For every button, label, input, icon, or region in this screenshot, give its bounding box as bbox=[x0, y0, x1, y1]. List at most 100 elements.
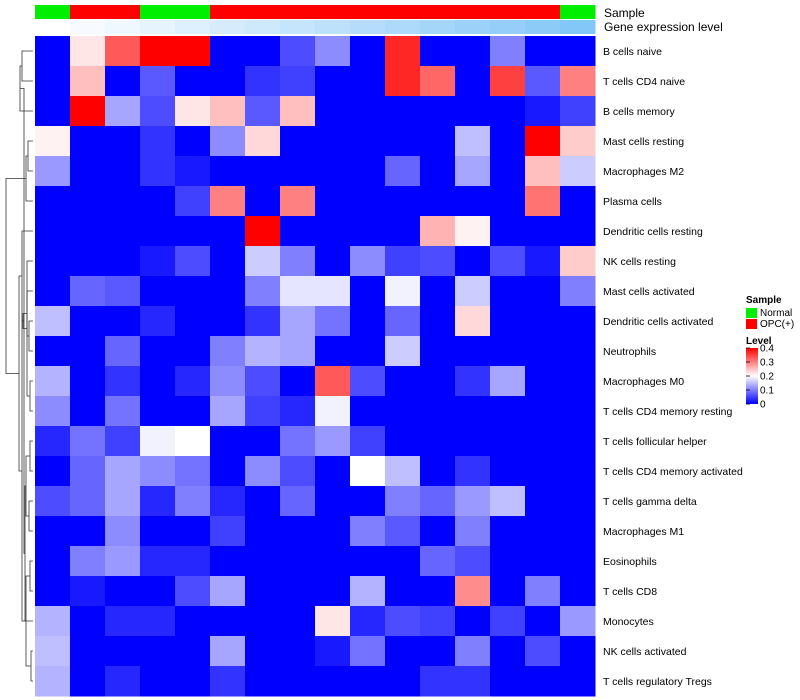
heatmap-cell bbox=[175, 576, 211, 607]
heatmap-cell bbox=[420, 36, 456, 67]
heatmap-cell bbox=[455, 456, 491, 487]
heatmap-cell bbox=[385, 306, 421, 337]
heatmap-cell bbox=[140, 36, 176, 67]
heatmap-cell bbox=[35, 486, 71, 517]
heatmap-cell bbox=[420, 486, 456, 517]
sample-legend: Sample Normal OPC(+) bbox=[746, 295, 794, 330]
expression-track-cell bbox=[210, 20, 246, 34]
heatmap-cell bbox=[70, 576, 106, 607]
heatmap-cell bbox=[560, 66, 596, 97]
heatmap-cell bbox=[245, 246, 281, 277]
heatmap-cell bbox=[140, 246, 176, 277]
sample-track-cell bbox=[525, 5, 561, 19]
level-tick-label: 0.4 bbox=[760, 344, 774, 355]
heatmap-cell bbox=[385, 516, 421, 547]
heatmap-cell bbox=[455, 306, 491, 337]
heatmap-cell bbox=[280, 306, 316, 337]
heatmap-cell bbox=[315, 276, 351, 307]
expression-track-cell bbox=[35, 20, 71, 34]
heatmap-cell bbox=[420, 396, 456, 427]
heatmap-cell bbox=[385, 186, 421, 217]
heatmap-cell bbox=[280, 36, 316, 67]
heatmap-cell bbox=[245, 276, 281, 307]
heatmap-cell bbox=[210, 606, 246, 637]
level-tick-label: 0.1 bbox=[760, 386, 774, 397]
dendrogram-branch bbox=[27, 140, 33, 172]
heatmap-cell bbox=[35, 606, 71, 637]
heatmap-cell bbox=[35, 636, 71, 667]
heatmap-cell bbox=[280, 516, 316, 547]
level-legend-title: Level bbox=[746, 336, 772, 347]
heatmap-cell bbox=[245, 186, 281, 217]
sample-track-cell bbox=[35, 5, 71, 19]
heatmap-cell bbox=[350, 576, 386, 607]
heatmap-cell bbox=[315, 606, 351, 637]
expression-track-cell bbox=[490, 20, 526, 34]
heatmap-cell bbox=[70, 636, 106, 667]
heatmap-cell bbox=[210, 216, 246, 247]
heatmap-cell bbox=[525, 246, 561, 277]
sample-track-cell bbox=[175, 5, 211, 19]
heatmap-cell bbox=[105, 246, 141, 277]
legend-swatch-opc bbox=[746, 319, 757, 329]
heatmap-cell bbox=[385, 666, 421, 697]
heatmap-cell bbox=[245, 516, 281, 547]
heatmap-cell bbox=[315, 366, 351, 397]
heatmap-cell bbox=[315, 156, 351, 187]
heatmap-cell bbox=[245, 216, 281, 247]
heatmap-cell bbox=[525, 546, 561, 577]
heatmap-cell bbox=[210, 66, 246, 97]
heatmap-cell bbox=[420, 336, 456, 367]
heatmap-cell bbox=[525, 516, 561, 547]
heatmap-cell bbox=[105, 666, 141, 697]
expression-track-cell bbox=[280, 20, 316, 34]
heatmap-cell bbox=[210, 486, 246, 517]
heatmap-cell bbox=[315, 516, 351, 547]
heatmap-cell bbox=[70, 366, 106, 397]
heatmap-cell bbox=[525, 576, 561, 607]
heatmap-cell bbox=[455, 36, 491, 67]
level-tick-label: 0.3 bbox=[760, 358, 774, 369]
heatmap-cell bbox=[420, 606, 456, 637]
heatmap-cell bbox=[420, 156, 456, 187]
heatmap-cell bbox=[560, 546, 596, 577]
heatmap-cell bbox=[350, 546, 386, 577]
heatmap-cell bbox=[315, 96, 351, 127]
heatmap-cell bbox=[350, 186, 386, 217]
heatmap-cell bbox=[560, 36, 596, 67]
heatmap-cell bbox=[105, 396, 141, 427]
heatmap-cell bbox=[35, 66, 71, 97]
heatmap-cell bbox=[105, 426, 141, 457]
sample-track-cell bbox=[350, 5, 386, 19]
heatmap-cell bbox=[35, 306, 71, 337]
heatmap-cell bbox=[140, 396, 176, 427]
heatmap-cell bbox=[245, 336, 281, 367]
heatmap-cell bbox=[560, 306, 596, 337]
heatmap-cell bbox=[175, 426, 211, 457]
heatmap-cell bbox=[560, 96, 596, 127]
heatmap-cell bbox=[350, 486, 386, 517]
heatmap-cell bbox=[105, 156, 141, 187]
heatmap-cell bbox=[525, 36, 561, 67]
heatmap-cell bbox=[280, 336, 316, 367]
heatmap-cell bbox=[210, 156, 246, 187]
heatmap-cell bbox=[420, 456, 456, 487]
heatmap-cell bbox=[140, 486, 176, 517]
heatmap-cell bbox=[490, 156, 526, 187]
heatmap-cell bbox=[455, 216, 491, 247]
heatmap-cell bbox=[385, 36, 421, 67]
heatmap-cell bbox=[490, 276, 526, 307]
level-tick-label: 0 bbox=[760, 400, 766, 411]
heatmap-cell bbox=[280, 576, 316, 607]
heatmap-cell bbox=[455, 516, 491, 547]
heatmap-cell bbox=[280, 66, 316, 97]
level-legend: Level 0.4 0.3 0.2 0.1 0 bbox=[746, 336, 774, 411]
row-label: Dendritic cells activated bbox=[603, 316, 713, 328]
heatmap-cell bbox=[455, 126, 491, 157]
heatmap-cell bbox=[315, 636, 351, 667]
expression-track-cell bbox=[420, 20, 456, 34]
heatmap-cell bbox=[350, 216, 386, 247]
heatmap-cell bbox=[105, 186, 141, 217]
dendrogram-branch bbox=[26, 260, 33, 397]
heatmap-cell bbox=[560, 666, 596, 697]
